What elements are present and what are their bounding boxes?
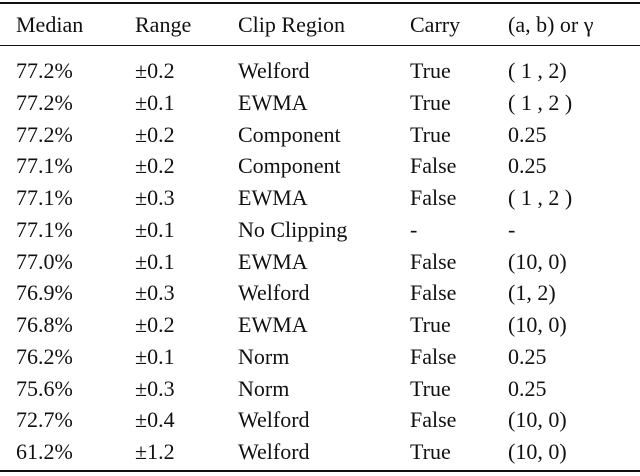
table-cell: 77.2%: [16, 58, 73, 83]
table-cell: No Clipping: [238, 216, 348, 242]
table-cell: Component: [238, 153, 341, 179]
table-cell: EWMA: [238, 248, 308, 274]
top-rule: [0, 2, 640, 4]
table-cell: Welford: [238, 439, 310, 464]
table-cell: False: [410, 280, 457, 306]
table-cell: 0.25: [508, 343, 547, 369]
table-cell: 77.2%: [16, 89, 73, 115]
table-cell: ±0.1: [135, 216, 175, 242]
table-cell: 77.0%: [16, 248, 73, 274]
header-rule: [0, 45, 640, 46]
table-cell: True: [410, 312, 451, 337]
table-cell: True: [410, 121, 451, 147]
table-cell: True: [410, 375, 451, 401]
table-cell: 77.1%: [16, 185, 73, 210]
table-cell: 0.25: [508, 375, 547, 401]
table-cell: ±0.1: [135, 248, 175, 274]
table-cell: False: [410, 153, 457, 179]
table-cell: False: [410, 343, 457, 369]
table-cell: True: [410, 439, 451, 464]
table-cell: ( 1 , 2 ): [508, 185, 573, 210]
table-cell: ±1.2: [135, 439, 175, 464]
header-cell: Clip Region: [238, 12, 345, 37]
table-cell: False: [410, 248, 457, 274]
table-cell: True: [410, 89, 451, 115]
header-cell: Carry: [410, 12, 461, 37]
table-cell: ±0.2: [135, 153, 175, 179]
table-cell: ±0.1: [135, 89, 175, 115]
table-cell: (10, 0): [508, 439, 567, 464]
table-cell: ( 1 , 2 ): [508, 89, 573, 115]
table-cell: EWMA: [238, 312, 308, 337]
table-cell: ±0.2: [135, 121, 175, 147]
table-cell: False: [410, 185, 457, 210]
table-cell: ±0.1: [135, 343, 175, 369]
table-cell: EWMA: [238, 185, 308, 210]
table-cell: (10, 0): [508, 407, 567, 433]
table-cell: 0.25: [508, 121, 547, 147]
table-cell: 0.25: [508, 153, 547, 179]
table-cell: Norm: [238, 375, 290, 401]
header-cell: Median: [16, 12, 84, 37]
table-cell: 77.1%: [16, 216, 73, 242]
table-cell: ±0.3: [135, 185, 175, 210]
bottom-rule: [0, 470, 640, 472]
table-cell: 76.8%: [16, 312, 73, 337]
table-cell: ±0.2: [135, 312, 175, 337]
table-cell: ±0.3: [135, 280, 175, 306]
table-cell: -: [410, 216, 418, 242]
table-cell: True: [410, 58, 451, 83]
table-cell: False: [410, 407, 457, 433]
table-cell: 76.2%: [16, 343, 73, 369]
table-cell: 77.2%: [16, 121, 73, 147]
table-cell: Welford: [238, 280, 310, 306]
table-cell: Norm: [238, 343, 290, 369]
table-cell: 72.7%: [16, 407, 73, 433]
table-cell: Welford: [238, 407, 310, 433]
table-cell: Component: [238, 121, 341, 147]
table-cell: -: [508, 216, 516, 242]
table-cell: EWMA: [238, 89, 308, 115]
table-cell: (10, 0): [508, 312, 567, 337]
table-cell: 77.1%: [16, 153, 73, 179]
header-cell: Range: [135, 12, 192, 37]
table-cell: 61.2%: [16, 439, 73, 464]
header-cell: (a, b) or γ: [508, 12, 594, 37]
table-cell: ±0.4: [135, 407, 175, 433]
table-cell: (10, 0): [508, 248, 567, 274]
table-cell: Welford: [238, 58, 310, 83]
table-cell: 76.9%: [16, 280, 73, 306]
table-cell: ±0.2: [135, 58, 175, 83]
table-cell: ( 1 , 2): [508, 58, 567, 83]
table-cell: ±0.3: [135, 375, 175, 401]
table-cell: (1, 2): [508, 280, 556, 306]
table-cell: 75.6%: [16, 375, 73, 401]
